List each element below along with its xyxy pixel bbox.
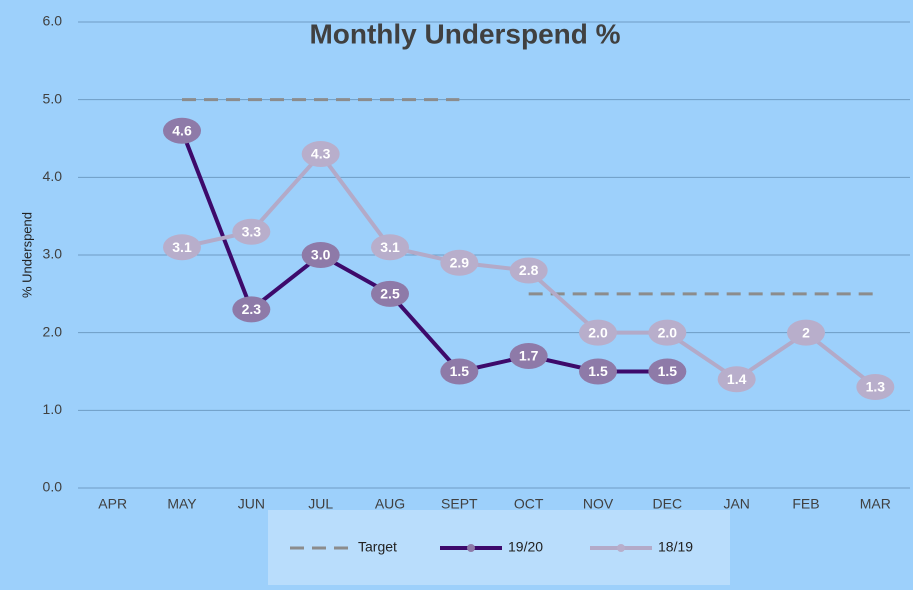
legend-label: 18/19 [658, 539, 693, 555]
y-tick-label: 1.0 [43, 401, 63, 417]
x-tick-label: MAR [860, 496, 891, 512]
y-tick-label: 4.0 [43, 168, 63, 184]
y-axis-label: % Underspend [19, 212, 34, 298]
data-label: 1.5 [658, 363, 678, 379]
data-label: 4.6 [172, 122, 192, 138]
y-tick-label: 3.0 [43, 246, 63, 262]
y-tick-label: 6.0 [43, 13, 63, 29]
legend-marker [467, 544, 475, 552]
marker [440, 358, 479, 385]
data-label: 1.4 [727, 371, 747, 387]
marker [232, 218, 271, 245]
x-tick-label: OCT [514, 496, 544, 512]
data-label: 1.7 [519, 348, 539, 364]
marker [440, 249, 479, 276]
legend-label: 19/20 [508, 539, 543, 555]
legend-marker [617, 544, 625, 552]
x-tick-label: AUG [375, 496, 405, 512]
x-tick-label: DEC [653, 496, 683, 512]
legend-label: Target [358, 539, 397, 555]
marker [717, 366, 756, 393]
y-tick-label: 2.0 [43, 323, 63, 339]
x-tick-label: SEPT [441, 496, 478, 512]
data-label: 2.9 [450, 254, 470, 270]
data-label: 3.0 [311, 247, 331, 263]
data-label: 2.8 [519, 262, 539, 278]
data-label: 3.1 [380, 239, 400, 255]
data-label: 2.0 [658, 324, 678, 340]
data-label: 3.3 [242, 223, 262, 239]
data-label: 4.3 [311, 146, 331, 162]
x-tick-label: FEB [792, 496, 819, 512]
marker [232, 296, 271, 323]
data-label: 3.1 [172, 239, 192, 255]
marker [301, 242, 340, 268]
marker [579, 319, 617, 346]
data-label: 2 [802, 324, 810, 340]
x-tick-label: NOV [583, 496, 614, 512]
marker [648, 358, 687, 385]
marker [371, 280, 409, 307]
marker [301, 141, 340, 168]
data-label: 1.3 [866, 379, 886, 395]
data-label: 2.0 [588, 324, 608, 340]
x-tick-label: APR [98, 496, 127, 512]
data-label: 1.5 [588, 363, 608, 379]
marker [648, 319, 687, 346]
marker [509, 257, 548, 284]
marker [163, 234, 201, 261]
marker [163, 117, 201, 144]
marker [509, 342, 548, 369]
marker [371, 234, 409, 261]
x-tick-label: JUL [308, 496, 333, 512]
data-label: 2.3 [242, 301, 262, 317]
marker [856, 374, 895, 401]
data-label: 2.5 [380, 286, 400, 302]
y-tick-label: 0.0 [43, 479, 63, 495]
x-tick-label: JUN [238, 496, 265, 512]
x-tick-label: MAY [167, 496, 197, 512]
chart-title: Monthly Underspend % [309, 18, 620, 49]
y-tick-label: 5.0 [43, 90, 63, 106]
marker [579, 358, 617, 385]
x-tick-label: JAN [723, 496, 749, 512]
marker [787, 319, 825, 346]
data-label: 1.5 [450, 363, 470, 379]
